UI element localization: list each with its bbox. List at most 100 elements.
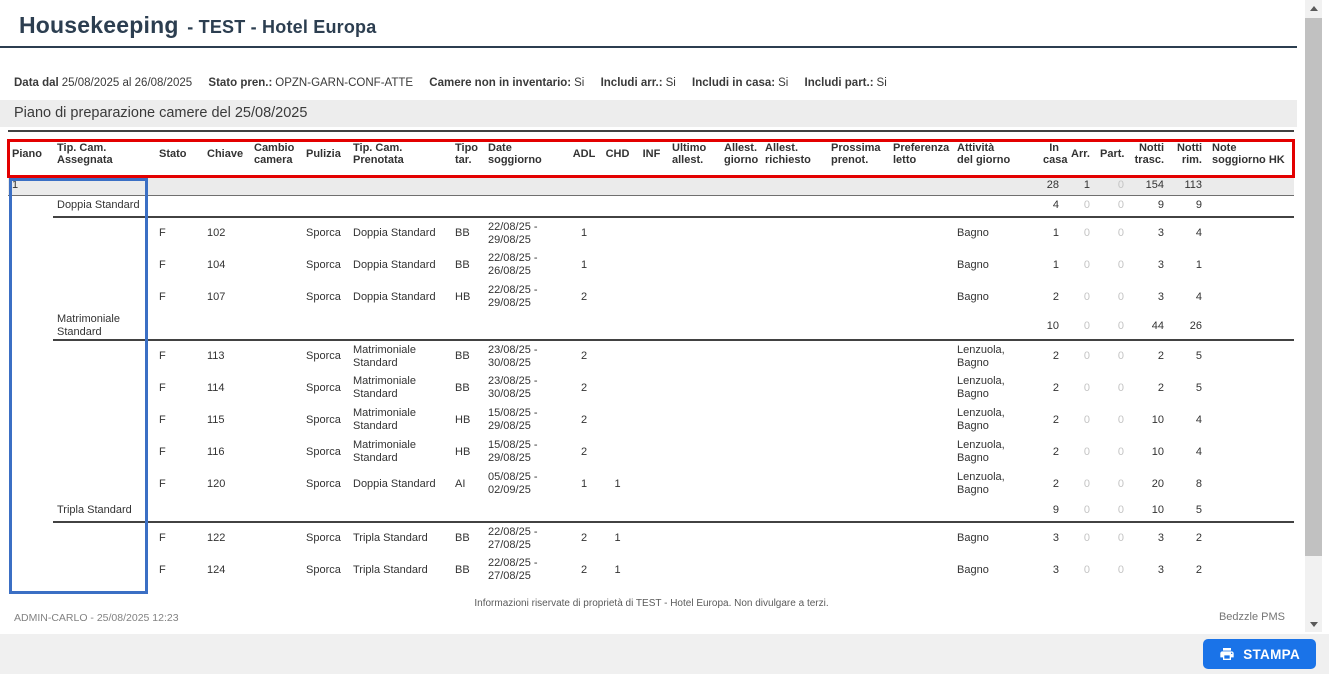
cell-allest_richiesto	[761, 340, 827, 372]
cell-notti_rim: 9	[1170, 195, 1208, 218]
cell-tip_cam_prenotata: Matrimoniale Standard	[353, 375, 416, 400]
cell-chiave: 124	[207, 563, 226, 576]
cell-date_soggiorno: 22/08/25 - 26/08/25	[488, 252, 538, 277]
bottom-toolbar: STAMPA	[0, 634, 1329, 674]
cell-tipo_tar: AI	[455, 477, 466, 490]
cell-allest_richiesto	[761, 500, 827, 523]
cell-tip_cam_assegnata	[53, 554, 155, 586]
filter-booking-status: Stato pren.: OPZN-GARN-CONF-ATTE	[208, 77, 414, 89]
cell-stato: F	[159, 227, 166, 239]
col-header-allest_giorno: Allest. giorno	[720, 131, 761, 177]
cell-pulizia: Sporca	[306, 563, 341, 576]
cell-stato: F	[159, 290, 166, 303]
cell-arr: 1	[1065, 176, 1096, 196]
cell-preferenza_letto	[889, 522, 953, 554]
cell-adl: 1	[580, 477, 588, 490]
cell-ultimo_allest	[668, 281, 720, 313]
cell-date_soggiorno: 23/08/25 - 30/08/25	[488, 375, 538, 400]
cell-adl: 2	[580, 413, 588, 426]
cell-arr: 0	[1083, 413, 1090, 426]
cell-chd	[600, 500, 635, 523]
cell-prossima_prenot	[827, 195, 889, 218]
cell-arr: 0	[1083, 227, 1090, 239]
cell-pulizia: Sporca	[306, 381, 341, 394]
col-header-stato: Stato	[155, 131, 203, 177]
cell-tip_cam_assegnata	[53, 436, 155, 468]
cell-stato	[155, 313, 203, 341]
cell-piano	[8, 372, 53, 404]
cell-ultimo_allest	[668, 372, 720, 404]
cell-piano	[8, 281, 53, 313]
cell-chd: 1	[614, 532, 621, 544]
filter-date-range: Data dal 25/08/2025 al 26/08/2025	[14, 77, 193, 89]
cell-arr: 0	[1083, 532, 1090, 544]
table-row-room: F 122 Sporca Tripla Standard BB 22/08/25 - 27…	[8, 522, 1294, 554]
cell-chd	[600, 313, 635, 341]
col-header-allest_richiesto: Allest. richiesto	[761, 131, 827, 177]
cell-inf	[635, 249, 668, 281]
cell-pulizia: Sporca	[306, 477, 341, 490]
cell-tip_cam_prenotata	[349, 195, 451, 218]
cell-tip_cam_prenotata	[349, 313, 451, 341]
cell-cambio_camera	[250, 249, 302, 281]
col-header-preferenza_letto: Preferenza letto	[889, 131, 953, 177]
print-button[interactable]: STAMPA	[1203, 639, 1316, 669]
cell-preferenza_letto	[889, 313, 953, 341]
cell-note_soggiorno_hk	[1208, 468, 1294, 500]
cell-allest_richiesto	[761, 217, 827, 249]
cell-tip_cam_prenotata: Tripla Standard	[353, 563, 428, 576]
cell-allest_giorno	[720, 522, 761, 554]
cell-ultimo_allest	[668, 249, 720, 281]
table-row-room: F 114 Sporca Matrimoniale Standard BB 23/08/2…	[8, 372, 1294, 404]
cell-tipo_tar: BB	[455, 532, 470, 544]
cell-notti_trasc: 10	[1151, 445, 1164, 458]
cell-in_casa: 1	[1052, 258, 1059, 271]
report-page: Housekeeping - TEST - Hotel Europa Data …	[0, 12, 1297, 624]
cell-note_soggiorno_hk	[1208, 340, 1294, 372]
confidential-notice: Informazioni riservate di proprietà di T…	[474, 598, 829, 609]
scrollbar-up-button[interactable]	[1305, 0, 1322, 16]
cell-part: 0	[1117, 227, 1124, 239]
cell-tip_cam_assegnata	[53, 249, 155, 281]
scrollbar-down-button[interactable]	[1305, 616, 1322, 632]
scrollbar-thumb[interactable]	[1305, 18, 1322, 556]
printer-icon	[1219, 646, 1235, 662]
table-header-row: Piano Tip. Cam. Assegnata Stato Chiave Cambi…	[8, 131, 1294, 177]
cell-part: 0	[1117, 381, 1124, 394]
cell-allest_giorno	[720, 340, 761, 372]
cell-piano	[8, 522, 53, 554]
filter-include-departures: Includi part.: Si	[804, 77, 887, 89]
col-header-ultimo_allest: Ultimo allest.	[668, 131, 720, 177]
cell-adl	[568, 500, 600, 523]
cell-notti_trasc: 3	[1157, 227, 1164, 239]
cell-notti_rim: 5	[1195, 381, 1202, 394]
cell-part: 0	[1117, 563, 1124, 576]
cell-note_soggiorno_hk	[1208, 176, 1294, 196]
table-row-group: Matrimoniale Standard 10 0 0 44 26	[8, 313, 1294, 341]
cell-attivita_giorno: Bagno	[957, 563, 989, 576]
cell-tip_cam_assegnata: Doppia Standard	[53, 195, 155, 218]
cell-date_soggiorno: 22/08/25 - 27/08/25	[488, 557, 538, 582]
cell-in_casa: 3	[1052, 532, 1059, 544]
table-row-room: F 102 Sporca Doppia Standard BB 22/08/25 - 29…	[8, 217, 1294, 249]
table-row-room: F 124 Sporca Tripla Standard BB 22/08/25 - 27…	[8, 554, 1294, 586]
col-header-arr: Arr.	[1065, 131, 1096, 177]
cell-cambio_camera	[250, 176, 302, 196]
cell-chd	[600, 249, 635, 281]
cell-stato: F	[159, 381, 166, 394]
cell-notti_trasc: 2	[1157, 381, 1164, 394]
vertical-scrollbar[interactable]	[1305, 0, 1322, 632]
cell-prossima_prenot	[827, 436, 889, 468]
cell-cambio_camera	[250, 217, 302, 249]
cell-inf	[635, 281, 668, 313]
cell-part: 0	[1096, 313, 1130, 341]
col-header-date_soggiorno: Date soggiorno	[484, 131, 568, 177]
cell-stato: F	[159, 413, 166, 426]
cell-tip_cam_prenotata: Matrimoniale Standard	[353, 343, 416, 369]
cell-notti_rim: 4	[1195, 290, 1202, 303]
cell-notti_trasc: 9	[1130, 195, 1170, 218]
cell-tip_cam_assegnata: Matrimoniale Standard	[53, 313, 155, 341]
cell-tip_cam_assegnata	[53, 176, 155, 196]
cell-tip_cam_assegnata: Tripla Standard	[53, 500, 155, 523]
cell-adl: 1	[580, 227, 588, 239]
